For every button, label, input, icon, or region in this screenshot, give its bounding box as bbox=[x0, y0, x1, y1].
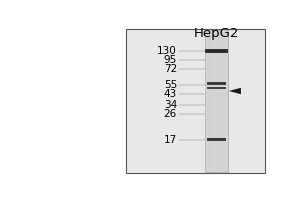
Text: 72: 72 bbox=[164, 64, 177, 74]
Text: HepG2: HepG2 bbox=[194, 27, 239, 40]
Bar bbox=[208, 138, 225, 140]
Bar bbox=[208, 87, 225, 89]
Text: 17: 17 bbox=[164, 135, 177, 145]
Bar bbox=[208, 83, 225, 84]
Bar bbox=[207, 138, 226, 141]
Text: 55: 55 bbox=[164, 80, 177, 90]
Polygon shape bbox=[229, 88, 241, 94]
Bar bbox=[207, 82, 226, 85]
Text: 95: 95 bbox=[164, 55, 177, 65]
Bar bbox=[207, 87, 226, 89]
Bar bbox=[206, 49, 228, 53]
Bar bbox=[207, 50, 226, 52]
Text: 26: 26 bbox=[164, 109, 177, 119]
Bar bbox=[126, 29, 266, 173]
Bar bbox=[205, 30, 228, 172]
Text: 34: 34 bbox=[164, 100, 177, 110]
Text: 43: 43 bbox=[164, 89, 177, 99]
Text: 130: 130 bbox=[157, 46, 177, 56]
